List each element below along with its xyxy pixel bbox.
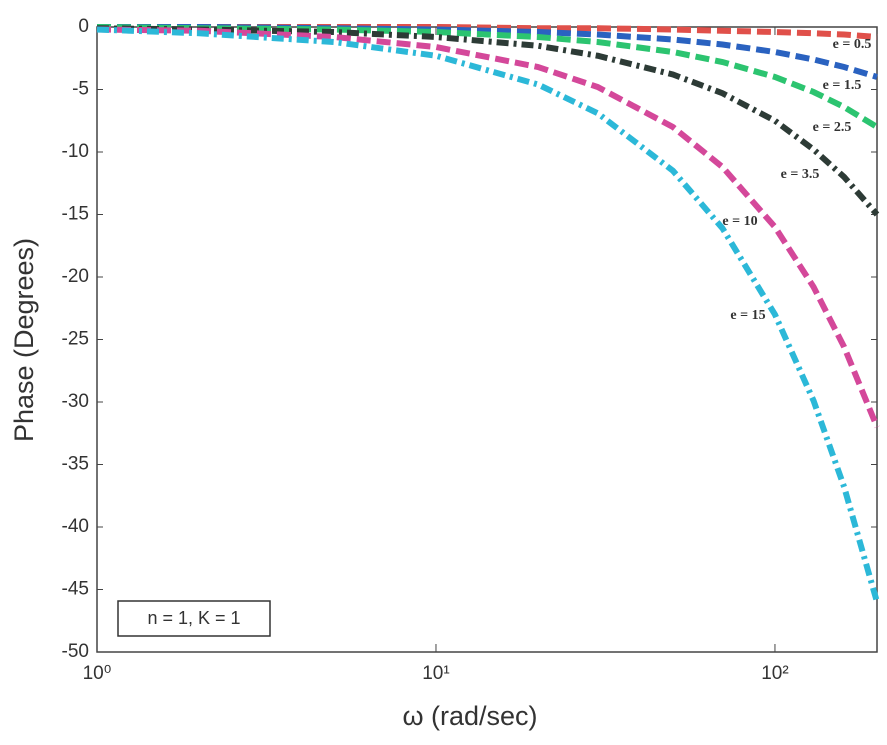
plot-frame	[97, 27, 877, 652]
series-label: e = 1.5	[823, 78, 862, 93]
series-label: e = 0.5	[833, 37, 872, 52]
y-tick-label: -50	[62, 641, 89, 662]
y-tick-label: 0	[78, 16, 89, 37]
y-tick-label: -20	[62, 266, 89, 287]
y-axis-label: Phase (Degrees)	[9, 238, 39, 442]
series-line	[97, 27, 877, 127]
x-axis-label: ω (rad/sec)	[402, 701, 537, 731]
y-tick-label: -30	[62, 391, 89, 412]
series-label: e = 2.5	[813, 120, 852, 135]
y-tick-label: -10	[62, 141, 89, 162]
series-label: e = 3.5	[781, 167, 820, 182]
x-tick-label: 10⁰	[83, 663, 112, 684]
series-line	[97, 30, 877, 428]
x-tick-label: 10²	[761, 663, 788, 684]
chart: ω (rad/sec) Phase (Degrees) 0 -5 -10 -15 -20…	[0, 0, 887, 740]
x-tick-label: 10¹	[422, 663, 449, 684]
y-tick-label: -5	[72, 79, 89, 100]
y-tick-label: -40	[62, 516, 89, 537]
y-tick-label: -45	[62, 579, 89, 600]
y-tick-label: -15	[62, 204, 89, 225]
annotation: n = 1, K = 1	[147, 608, 240, 628]
y-tick-label: -35	[62, 454, 89, 475]
series-label: e = 15	[730, 308, 765, 323]
y-tick-label: -25	[62, 329, 89, 350]
series-label: e = 10	[722, 214, 757, 229]
